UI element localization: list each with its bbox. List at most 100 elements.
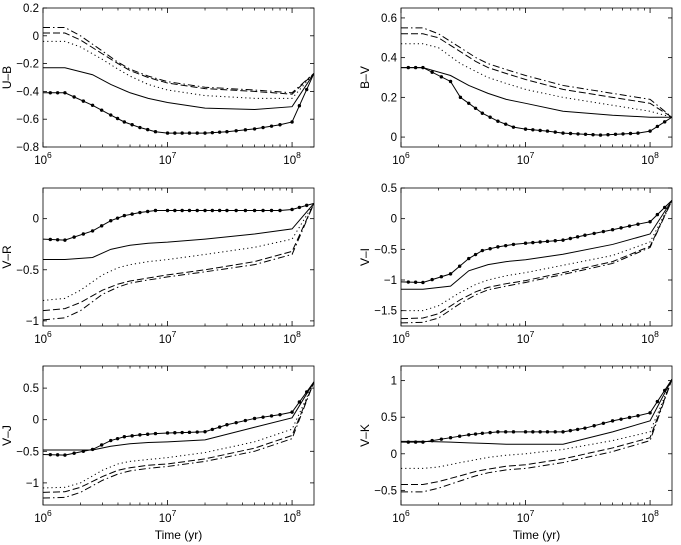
series-marker (575, 427, 580, 432)
series-marker (153, 208, 158, 213)
series-marker (576, 132, 580, 136)
series-marker (269, 208, 274, 213)
panel-ub: −0.8 −0.6 −0.4 −0.2 0 0.2 106 107 108 U–B (0, 3, 315, 167)
y-axis-label: V–R (0, 245, 14, 269)
series-marker (187, 131, 192, 135)
series-marker (488, 247, 492, 251)
series-marker (503, 122, 508, 126)
series-marker (538, 240, 542, 244)
series-marker (601, 229, 606, 234)
series-marker (511, 430, 516, 434)
series-marker (290, 410, 294, 414)
x-tick-label: 107 (159, 329, 177, 346)
series-marker (655, 124, 660, 129)
series-line-model-4 (401, 33, 672, 118)
series-marker (648, 129, 652, 133)
series-marker (413, 280, 418, 284)
series-marker (511, 125, 516, 129)
series-marker (575, 235, 580, 239)
series-marker (153, 130, 158, 134)
series-marker (217, 425, 222, 429)
series-marker (636, 414, 640, 418)
series-marker (234, 129, 238, 133)
series-marker (81, 232, 86, 236)
series-marker (439, 275, 444, 279)
series-marker (531, 240, 535, 245)
series-marker (145, 432, 150, 436)
series-marker (439, 75, 444, 79)
y-tick-label: 0 (33, 415, 39, 427)
series-marker (545, 239, 550, 244)
series-line-model-2 (401, 378, 672, 445)
series-marker (195, 430, 199, 434)
series-marker (243, 128, 248, 132)
series-marker (610, 228, 615, 232)
y-tick-label: −1 (26, 478, 39, 490)
series-line-model-1 (43, 381, 314, 456)
series-marker (662, 205, 667, 210)
series-line-model-4 (43, 381, 314, 493)
panel-vi-series (401, 199, 672, 324)
x-tick-label: 106 (34, 329, 52, 346)
x-tick-label: 107 (517, 150, 535, 167)
series-marker (448, 79, 453, 84)
series-marker (210, 208, 215, 213)
x-tick-label: 108 (283, 329, 301, 346)
series-marker (252, 208, 257, 213)
series-marker (55, 91, 60, 95)
series-marker (63, 238, 67, 242)
x-tick-label: 107 (517, 508, 535, 525)
series-marker (473, 106, 478, 110)
y-tick-label: 0 (33, 31, 39, 43)
series-marker (592, 231, 596, 236)
panel-vk: −0.5 0 0.5 1 106 107 108 V–K Time (yr) (358, 365, 673, 542)
series-marker (203, 131, 207, 135)
series-line-model-4 (401, 200, 672, 320)
series-line-model-3 (401, 378, 672, 469)
series-line-model-3 (43, 381, 314, 489)
series-marker (648, 411, 652, 415)
y-tick-label: −0.5 (374, 244, 397, 256)
series-marker (225, 423, 229, 427)
series-marker (583, 132, 588, 136)
series-marker (115, 216, 120, 220)
series-marker (503, 243, 508, 248)
series-marker (278, 208, 282, 213)
series-marker (187, 208, 192, 213)
y-tick-label: 0.2 (381, 92, 397, 104)
y-tick-label: −0.6 (16, 114, 39, 126)
y-tick-label: 1 (391, 376, 397, 388)
panel-vj-series (43, 381, 314, 499)
series-marker (488, 430, 492, 435)
series-marker (553, 130, 557, 134)
series-line-model-2 (43, 381, 314, 451)
series-marker (448, 272, 453, 276)
y-tick-label: −0.5 (374, 485, 397, 497)
series-line-model-2 (401, 199, 672, 290)
panel-vr: −1 −0.5 0 106 107 108 V–R (0, 187, 315, 346)
series-marker (406, 280, 411, 284)
series-marker (210, 427, 215, 432)
panel-vr-frame (42, 187, 315, 327)
y-tick-label: −0.5 (16, 265, 39, 277)
series-marker (165, 208, 170, 213)
series-marker (488, 115, 492, 119)
x-tick-label: 108 (283, 508, 301, 525)
series-marker (180, 430, 184, 435)
x-tick-label: 107 (159, 508, 177, 525)
y-tick-label: 0 (391, 214, 397, 226)
panel-vj: −1 −0.5 0 0.5 106 107 108 V–J Time (yr) (0, 365, 315, 542)
x-axis-label: Time (yr) (513, 528, 561, 542)
y-axis-label: V–I (358, 248, 372, 266)
series-line-model-3 (43, 40, 314, 99)
series-marker (55, 453, 60, 457)
series-marker (457, 434, 462, 438)
series-marker (55, 238, 60, 242)
series-marker (421, 280, 425, 285)
series-marker (290, 207, 294, 212)
y-tick-label: 0.5 (23, 383, 39, 395)
series-marker (304, 203, 309, 208)
y-tick-label: 0.5 (381, 412, 397, 424)
panel-ub-frame (42, 7, 315, 148)
